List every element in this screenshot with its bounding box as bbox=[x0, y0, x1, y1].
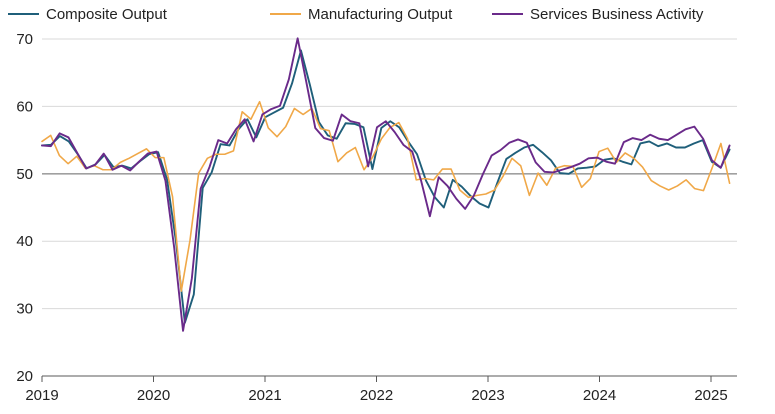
series-line-services bbox=[41, 37, 731, 332]
y-tick-label: 60 bbox=[16, 98, 33, 115]
y-tick-label: 20 bbox=[16, 368, 33, 385]
x-tick-label: 2020 bbox=[137, 387, 170, 404]
x-tick-label: 2024 bbox=[583, 387, 616, 404]
y-tick-label: 70 bbox=[16, 31, 33, 48]
series-lines bbox=[41, 37, 731, 332]
x-tick-label: 2025 bbox=[694, 387, 727, 404]
x-tick-label: 2019 bbox=[25, 387, 58, 404]
legend-label-composite: Composite Output bbox=[46, 6, 168, 23]
legend-label-manufacturing: Manufacturing Output bbox=[308, 6, 453, 23]
y-tick-label: 40 bbox=[16, 233, 33, 250]
legend: Composite Output Manufacturing Output Serv… bbox=[8, 6, 704, 23]
legend-label-services: Services Business Activity bbox=[530, 6, 704, 23]
series-line-manufacturing bbox=[41, 100, 731, 292]
x-tick-label: 2022 bbox=[360, 387, 393, 404]
x-tick-label: 2023 bbox=[471, 387, 504, 404]
series-line-composite bbox=[41, 49, 731, 324]
y-tick-label: 50 bbox=[16, 166, 33, 183]
gridlines bbox=[42, 38, 737, 310]
x-tick-label: 2021 bbox=[248, 387, 281, 404]
y-tick-label: 30 bbox=[16, 301, 33, 318]
axes: 20 30 40 50 60 70 2019 2020 2021 2022 2023 2024 2025 bbox=[16, 31, 737, 404]
